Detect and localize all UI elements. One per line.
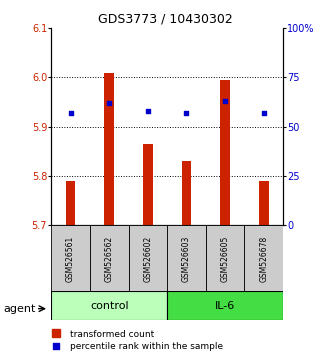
Point: [54, 343, 59, 349]
Bar: [104, 73, 114, 225]
Text: GSM526561: GSM526561: [66, 235, 75, 281]
Text: control: control: [90, 301, 128, 311]
Bar: [167, 225, 206, 292]
Text: percentile rank within the sample: percentile rank within the sample: [70, 342, 223, 351]
Bar: [143, 144, 153, 225]
Text: GSM526602: GSM526602: [143, 235, 152, 281]
Point: [68, 110, 73, 116]
Text: transformed count: transformed count: [70, 330, 154, 339]
Point: [261, 110, 266, 116]
Point: [107, 100, 112, 106]
Bar: [259, 181, 268, 225]
Text: GSM526605: GSM526605: [220, 235, 230, 282]
Text: IL-6: IL-6: [215, 301, 235, 311]
Text: GSM526562: GSM526562: [105, 235, 114, 281]
Bar: [167, 291, 283, 320]
Bar: [51, 225, 90, 292]
Point: [145, 108, 151, 114]
Text: agent: agent: [3, 304, 36, 314]
Bar: [128, 225, 167, 292]
Text: GDS3773 / 10430302: GDS3773 / 10430302: [98, 12, 233, 25]
Bar: [52, 329, 60, 337]
Point: [184, 110, 189, 116]
Bar: [51, 291, 167, 320]
Text: GSM526603: GSM526603: [182, 235, 191, 282]
Bar: [206, 225, 244, 292]
Bar: [182, 161, 191, 225]
Bar: [244, 225, 283, 292]
Bar: [90, 225, 128, 292]
Text: GSM526678: GSM526678: [259, 235, 268, 281]
Bar: [66, 181, 75, 225]
Point: [222, 98, 228, 104]
Bar: [220, 80, 230, 225]
